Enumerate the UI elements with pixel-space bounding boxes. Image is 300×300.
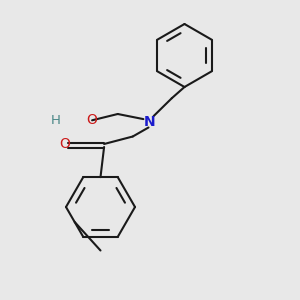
Text: H: H xyxy=(51,114,60,128)
Text: O: O xyxy=(87,113,98,127)
Text: O: O xyxy=(60,137,70,151)
Text: N: N xyxy=(144,115,156,128)
